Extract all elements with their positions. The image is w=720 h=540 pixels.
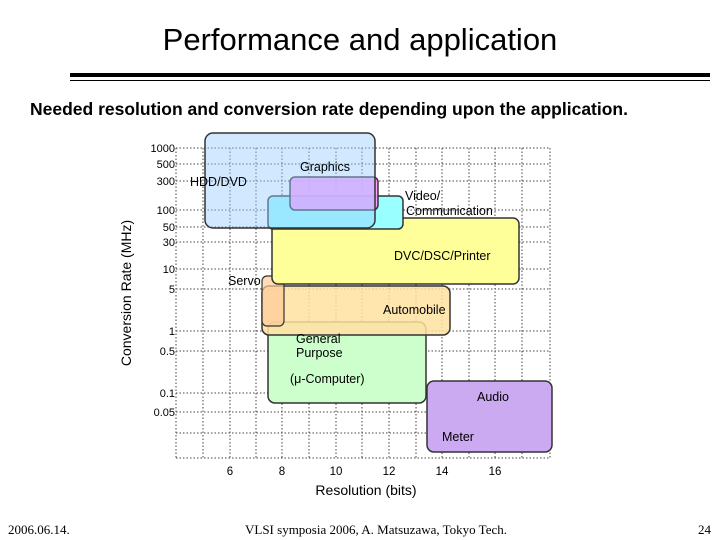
x-tick-label: 10 [330, 466, 343, 478]
label-hdd-dvd: HDD/DVD [190, 175, 247, 189]
y-tick-label: 500 [157, 159, 175, 171]
title-rule-thin [70, 80, 710, 81]
label-meter: Meter [442, 430, 474, 444]
label-general: General [296, 332, 340, 346]
y-tick-label: 10 [163, 264, 175, 276]
x-tick-label: 14 [436, 466, 449, 478]
region-graphics [289, 176, 379, 211]
label-graphics: Graphics [300, 160, 350, 174]
y-tick-label: 300 [157, 176, 175, 188]
x-tick-label: 6 [227, 466, 233, 478]
y-tick-label: 0.5 [160, 346, 175, 358]
y-tick-label: 30 [163, 237, 175, 249]
label-communication: Communication [406, 204, 493, 218]
y-tick-label: 0.1 [160, 388, 175, 400]
y-tick-label: 5 [169, 284, 175, 296]
footer-date: 2006.06.14. [8, 522, 70, 537]
label-dvc-dsc-printer: DVC/DSC/Printer [394, 249, 491, 263]
slide-title: Performance and application [162, 22, 558, 57]
y-axis-title: Conversion Rate (MHz) [118, 220, 134, 366]
x-tick-label: 12 [383, 466, 396, 478]
x-tick-label: 8 [279, 466, 285, 478]
label-servo: Servo [228, 274, 261, 288]
y-tick-label: 0.05 [154, 407, 175, 419]
y-tick-label: 100 [157, 205, 175, 217]
y-tick-label: 1 [169, 326, 175, 338]
label-video: Video/ [405, 189, 441, 203]
label-purpose: Purpose [296, 346, 343, 360]
title-rule-thick [70, 73, 710, 77]
slide-subtitle: Needed resolution and conversion rate de… [30, 99, 628, 119]
page-number: 24 [698, 522, 711, 537]
region-hdd-dvd [204, 132, 376, 229]
label-automobile: Automobile [383, 303, 446, 317]
y-tick-label: 50 [163, 222, 175, 234]
y-tick-label: 1000 [151, 143, 175, 155]
label-micro-computer: (μ-Computer) [290, 372, 365, 386]
x-axis-title: Resolution (bits) [315, 482, 416, 498]
footer-credit: VLSI symposia 2006, A. Matsuzawa, Tokyo … [245, 522, 508, 537]
x-tick-label: 16 [489, 466, 502, 478]
label-audio: Audio [477, 390, 509, 404]
region-audio [426, 380, 553, 453]
